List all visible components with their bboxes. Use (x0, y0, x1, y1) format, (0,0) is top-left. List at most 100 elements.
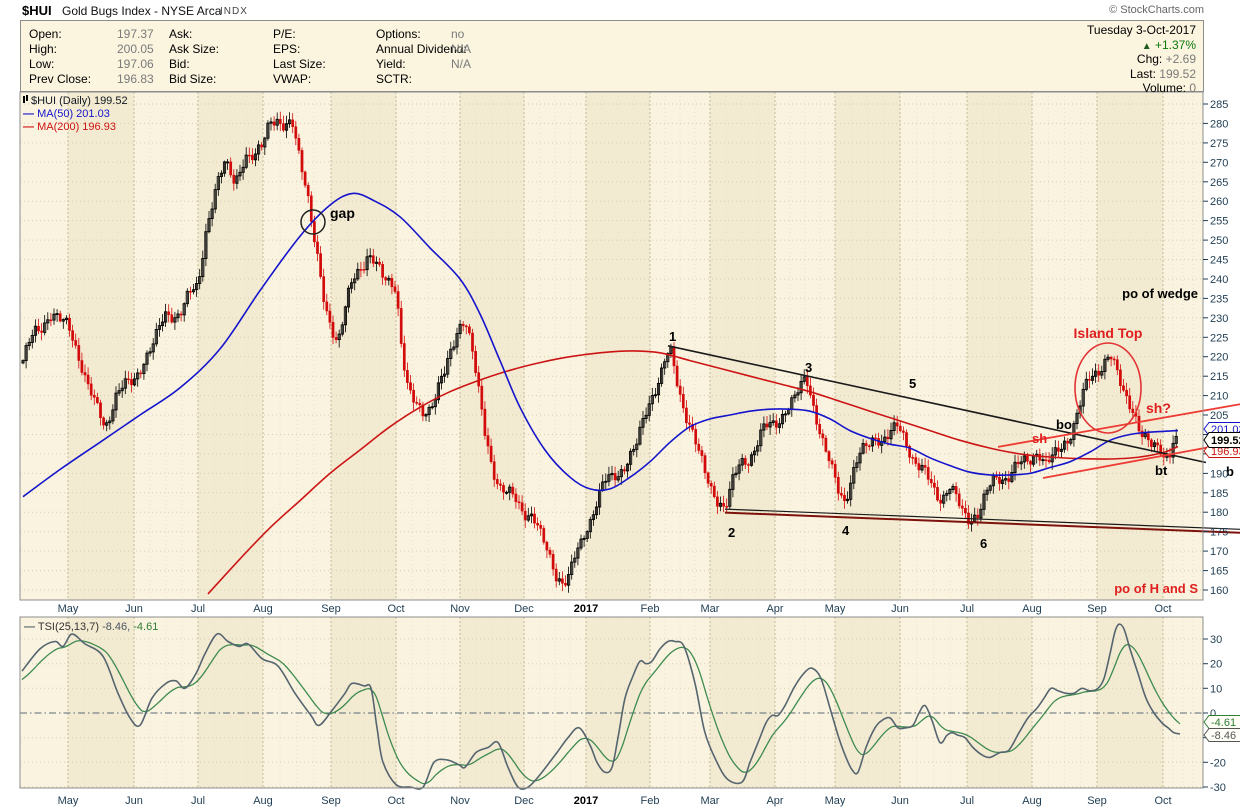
title-bar: $HUI Gold Bugs Index - NYSE Arca INDX © … (0, 0, 1240, 20)
point-6: 6 (980, 536, 987, 551)
tsi-value: -8.46, (102, 621, 131, 633)
candle-icon (23, 95, 28, 104)
quote-field-value: N/A (451, 57, 472, 71)
month-axis-main: May Jun Jul Aug Sep Oct Nov Dec 2017 Feb Mar Apr May… (58, 603, 1172, 615)
svg-text:-4.61: -4.61 (1211, 717, 1236, 729)
quote-field: VWAP: (273, 72, 326, 87)
svg-text:May: May (825, 795, 846, 807)
svg-text:-20: -20 (1210, 757, 1226, 769)
svg-text:Oct: Oct (1154, 795, 1171, 807)
gap-circle (300, 209, 326, 235)
legend-ma50-row: — MA(50) 201.03 (23, 108, 110, 120)
quote-column: Open: 197.37 High: 200.05 Low: 197.06 Prev Clo… (29, 27, 154, 87)
tsi-line (21, 623, 1181, 790)
quote-field: Options: no (376, 27, 467, 42)
svg-text:May: May (58, 795, 79, 807)
svg-text:196.93: 196.93 (1211, 446, 1240, 458)
last-label: Last: (1129, 66, 1156, 81)
svg-text:-8.46: -8.46 (1211, 730, 1236, 742)
quote-date: Tuesday 3-Oct-2017 (1087, 23, 1196, 37)
quote-column: P/E: EPS: Last Size: VWAP: (273, 27, 326, 87)
quote-field: Last Size: (273, 57, 326, 72)
quote-field: High: 200.05 (29, 42, 154, 57)
svg-text:Jun: Jun (125, 603, 143, 615)
svg-text:Mar: Mar (701, 603, 720, 615)
island-top-ellipse (1074, 342, 1142, 434)
svg-text:275: 275 (1210, 138, 1228, 150)
quote-field-label: Yield: (376, 57, 406, 71)
quote-field-value: N/A (451, 42, 472, 56)
svg-text:Sep: Sep (1087, 795, 1107, 807)
tsi-signal-value: -4.61 (133, 621, 159, 633)
quote-field: EPS: (273, 42, 326, 57)
quote-field-value: no (451, 27, 465, 41)
svg-text:250: 250 (1210, 235, 1228, 247)
quote-panel: Open: 197.37 High: 200.05 Low: 197.06 Prev Clo… (20, 20, 1204, 95)
svg-text:Oct: Oct (1154, 603, 1171, 615)
ma50-line-icon: — (23, 108, 34, 120)
svg-text:285: 285 (1210, 99, 1228, 111)
svg-text:30: 30 (1210, 634, 1222, 646)
tsi-signal-flag: -4.61 (1203, 715, 1240, 729)
tsi-line-icon: — (24, 621, 35, 633)
tsi-legend: — TSI(25,13,7) -8.46, -4.61 (24, 621, 158, 634)
point-4: 4 (842, 523, 850, 538)
index-name: Gold Bugs Index - NYSE Arca (62, 4, 222, 18)
gap-label: gap (330, 205, 355, 221)
quote-field-label: EPS: (273, 42, 301, 56)
svg-text:Apr: Apr (766, 603, 783, 615)
quote-field: Ask: (169, 27, 219, 42)
svg-text:Sep: Sep (321, 603, 341, 615)
volume-label: Volume: (1142, 81, 1186, 95)
svg-text:0: 0 (1210, 708, 1216, 720)
svg-text:Sep: Sep (1087, 603, 1107, 615)
svg-text:235: 235 (1210, 293, 1228, 305)
quote-field: Bid: (169, 57, 219, 72)
legend-symbol-row: $HUI (Daily) 199.52 (23, 95, 128, 108)
tsi-signal-line (21, 640, 1181, 785)
tsi-plot-border (19, 616, 1204, 789)
quote-field-label: Open: (29, 27, 62, 41)
price-axis: 1601651701751801851901952002052102152202… (1203, 99, 1228, 597)
quote-field-label: Last Size: (273, 57, 326, 71)
point-3: 3 (805, 360, 812, 375)
svg-text:280: 280 (1210, 118, 1228, 130)
svg-text:Apr: Apr (766, 795, 783, 807)
tsi-value-flag: -8.46 (1203, 728, 1240, 742)
island-top-label: Island Top (1074, 325, 1143, 341)
svg-text:Aug: Aug (253, 795, 273, 807)
svg-text:May: May (825, 603, 846, 615)
quote-field-label: Bid Size: (169, 72, 217, 86)
quote-field-value: 197.37 (117, 27, 154, 41)
svg-text:Dec: Dec (514, 795, 534, 807)
candlestick-series (21, 111, 1178, 593)
shoulder-question-label: sh? (1146, 400, 1171, 416)
svg-text:210: 210 (1210, 391, 1228, 403)
svg-text:Nov: Nov (450, 795, 470, 807)
main-chart-legend: $HUI (Daily) 199.52 — MA(50) 201.03 — MA… (23, 95, 128, 134)
po-of-wedge-label: po of wedge (1122, 286, 1198, 301)
breakout-label: bo (1056, 417, 1072, 432)
last-value: 199.52 (1159, 66, 1196, 81)
quote-field-value: 196.83 (117, 72, 154, 86)
point-1: 1 (669, 329, 676, 344)
percent-change: +1.37% (1154, 37, 1196, 52)
svg-text:199.52: 199.52 (1211, 435, 1240, 447)
quote-right-block: Tuesday 3-Oct-2017 ▲ +1.37% Chg: +2.69 L… (1087, 23, 1196, 96)
svg-text:265: 265 (1210, 177, 1228, 189)
svg-text:Nov: Nov (450, 603, 470, 615)
quote-field-label: Annual Dividend: (376, 42, 467, 56)
svg-text:180: 180 (1210, 507, 1228, 519)
svg-text:-30: -30 (1210, 782, 1226, 794)
point-5: 5 (909, 376, 916, 391)
svg-text:May: May (58, 603, 79, 615)
svg-text:Jul: Jul (960, 603, 974, 615)
quote-field-label: Ask: (169, 27, 193, 41)
po-of-hs-label: po of H and S (1114, 581, 1198, 596)
svg-text:Jun: Jun (891, 603, 909, 615)
main-plot-border (19, 91, 1204, 601)
quote-field: Low: 197.06 (29, 57, 154, 72)
svg-text:225: 225 (1210, 332, 1228, 344)
